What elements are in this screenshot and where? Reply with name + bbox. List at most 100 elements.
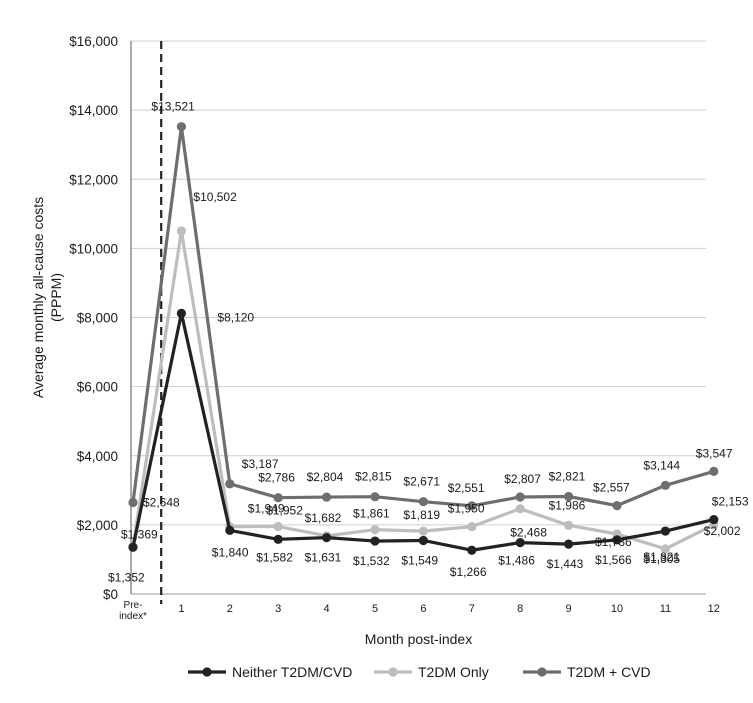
data-point [612,501,622,511]
data-label: $1,819 [403,508,440,522]
x-axis-ticks: Pre-index*1 2 3 4 5 6 7 8 9 10 11 12 [119,600,720,622]
data-point [128,497,138,508]
data-label: $1,950 [448,502,485,516]
y-tick-label: $12,000 [69,172,118,187]
y-tick-label: $14,000 [69,103,118,118]
legend-swatch-marker [388,667,398,677]
data-label: $1,266 [450,565,487,579]
data-label: $1,566 [595,553,632,567]
x-tick-label: 5 [372,603,378,615]
x-axis-title: Month post-index [365,631,472,647]
data-point [273,534,283,544]
data-label: $1,352 [108,570,145,584]
y-tick-label: $4,000 [77,449,118,464]
data-label: $1,821 [643,550,680,564]
data-point [273,521,283,532]
y-tick-label: $6,000 [77,380,118,395]
x-tick-label: Pre-index* [119,600,147,622]
data-point [176,226,186,236]
data-label: $1,305 [643,552,680,566]
data-label: $1,549 [401,553,438,567]
data-point [418,535,428,546]
data-point [322,492,332,502]
data-label: $1,532 [353,554,390,568]
data-label: $2,821 [549,469,586,483]
data-label: $1,682 [305,511,342,525]
data-label: $1,582 [256,550,293,564]
data-point [515,492,525,502]
data-point [709,466,719,477]
data-point [418,497,428,507]
data-point [660,526,671,536]
data-label: $2,002 [704,524,741,538]
data-labels: $1,352 $8,120 $1,840 $1,582 $1,631 $1,532 $1,5… [108,100,749,585]
data-point [225,479,235,489]
data-label: $1,631 [305,551,342,565]
y-tick-label: $10,000 [69,241,118,256]
data-label: $2,807 [504,472,541,486]
data-point [273,493,283,503]
x-tick-label: 8 [517,603,523,615]
data-label: $1,443 [547,557,584,571]
x-tick-label: 10 [611,603,623,615]
data-point [322,533,332,543]
y-axis-title: Average monthly all-cause costs (PPPM) [30,197,64,398]
legend-swatch-marker [537,667,547,677]
legend: Neither T2DM/CVD T2DM Only T2DM + CVD [188,664,651,680]
data-point [176,308,186,318]
data-point [370,492,380,502]
y-tick-label: $16,000 [69,34,118,49]
data-label: $2,468 [510,526,547,540]
x-tick-label: 11 [660,603,671,615]
data-point [612,535,622,545]
data-point [467,501,477,511]
data-point [515,504,525,514]
data-point [128,542,138,552]
data-label: $2,671 [403,475,440,489]
data-label: $2,786 [258,471,295,485]
data-point [418,526,428,536]
data-point [467,522,477,532]
data-label: $2,804 [307,470,344,484]
data-point [225,525,235,536]
legend-label: T2DM Only [418,664,489,680]
data-label: $3,547 [696,446,733,460]
data-point [515,538,525,548]
data-point [564,491,574,502]
legend-swatch-marker [202,667,212,677]
data-point [176,122,186,132]
data-label: $3,187 [242,457,279,471]
data-point [709,514,719,525]
data-point [467,545,477,555]
data-label: $8,120 [217,310,254,324]
data-label: $3,144 [643,458,680,472]
data-label: $1,949 [248,502,285,516]
y-tick-label: $2,000 [77,518,118,533]
data-label: $1,486 [498,554,535,568]
data-point [370,536,380,546]
data-point [564,539,574,549]
data-label: $1,840 [212,545,249,559]
legend-label: T2DM + CVD [567,664,651,680]
series-lines [128,122,719,555]
x-tick-label: 6 [420,603,426,615]
data-point [660,480,671,490]
data-label: $13,521 [151,100,195,114]
data-label: $1,861 [353,507,390,521]
data-label: $2,153 [712,495,749,509]
y-axis-title-line: Average monthly all-cause costs [30,197,46,398]
y-axis-title-line: (PPPM) [48,273,64,322]
data-label: $1,952 [266,504,303,518]
x-tick-label: 9 [566,603,572,615]
data-label: $1,736 [595,535,632,549]
data-point [564,520,574,530]
data-label: $2,648 [143,495,180,509]
x-tick-label: 1 [178,603,184,615]
x-tick-label: 12 [708,603,720,615]
data-label: $10,502 [193,190,237,204]
x-tick-label: 2 [227,603,233,615]
data-label: $2,557 [593,481,630,495]
legend-label: Neither T2DM/CVD [232,664,352,680]
y-tick-label: $0 [103,587,118,602]
data-label: $2,815 [355,470,392,484]
